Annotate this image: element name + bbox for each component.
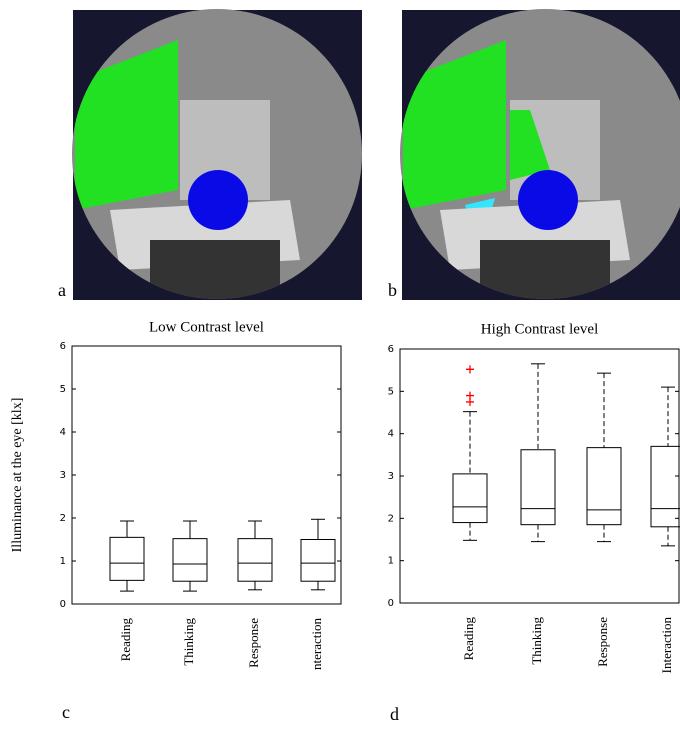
y-tick-label: 4	[388, 429, 394, 440]
y-tick-label: 5	[60, 384, 66, 395]
y-tick-label: 0	[388, 598, 394, 609]
x-tick-label: Interaction	[659, 617, 674, 674]
panel-label: a	[58, 280, 66, 300]
y-tick-label: 1	[60, 556, 66, 567]
outlier	[466, 365, 474, 373]
y-tick-label: 2	[388, 513, 394, 524]
box	[521, 450, 555, 525]
box	[453, 474, 487, 523]
photo-b	[400, 9, 680, 301]
y-tick-label: 3	[388, 471, 394, 482]
x-tick-label: Response	[595, 617, 610, 667]
photo-a	[72, 9, 363, 301]
box	[301, 540, 335, 582]
y-tick-label: 5	[388, 386, 394, 397]
y-axis-label: Illuminance at the eye [klx]	[10, 398, 25, 553]
y-tick-label: 2	[60, 513, 66, 524]
x-tick-label: Reading	[461, 617, 476, 661]
y-tick-label: 6	[388, 344, 394, 355]
plot-frame	[400, 349, 679, 603]
chart-title: High Contrast level	[481, 321, 598, 337]
box	[238, 539, 272, 582]
y-tick-label: 0	[60, 599, 66, 610]
box	[110, 537, 144, 580]
chart-title: Low Contrast level	[149, 319, 264, 335]
box	[173, 539, 207, 582]
x-tick-label: Reading	[118, 618, 133, 662]
x-tick-label: Response	[246, 618, 261, 668]
panel-label: c	[62, 702, 70, 722]
outlier	[466, 392, 474, 400]
panel-label: d	[390, 704, 399, 724]
box	[651, 446, 680, 526]
box	[587, 448, 621, 525]
x-tick-label: Thinking	[181, 618, 196, 666]
y-tick-label: 1	[388, 556, 394, 567]
x-tick-label: Thinking	[529, 617, 544, 665]
y-tick-label: 4	[60, 427, 66, 438]
y-tick-label: 6	[60, 341, 66, 352]
x-tick-label: nteraction	[309, 618, 324, 670]
y-tick-label: 3	[60, 470, 66, 481]
figure: a b c d Low Contrast level Illuminance at…	[0, 0, 680, 726]
panel-label: b	[388, 280, 397, 300]
